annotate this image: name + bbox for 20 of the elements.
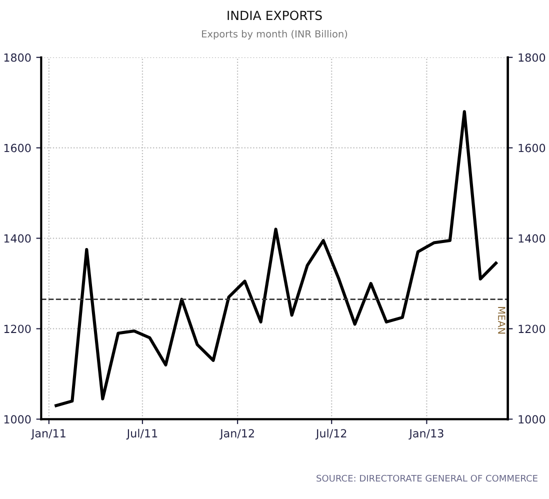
x-tick-label: Jan/12 <box>219 429 254 440</box>
ref-line-label: MEAN <box>498 307 506 334</box>
y2-tick-label: 1400 <box>518 234 546 243</box>
x-tick-label: Jan/11 <box>30 429 66 440</box>
y2-tick-label: 1200 <box>518 324 546 334</box>
y-tick-label: 1600 <box>4 144 31 152</box>
y-tick-label: 1000 <box>4 415 31 424</box>
y2-tick-label: 1800 <box>518 53 546 62</box>
y2-tick-label: 1000 <box>518 415 546 424</box>
x-tick-label: Jul/11 <box>126 428 158 440</box>
chart-title: INDIA EXPORTS <box>228 10 322 20</box>
y2-tick-label: 1600 <box>518 144 546 152</box>
chart-subtitle: Exports by month (INR Billion) <box>202 30 348 40</box>
y-tick-label: 1200 <box>4 324 31 334</box>
source-note: SOURCE: DIRECTORATE GENERAL OF COMMERCE <box>316 474 538 482</box>
line-series <box>54 110 498 408</box>
x-tick-label: Jan/13 <box>408 429 444 440</box>
y-tick-label: 1800 <box>4 53 31 62</box>
x-tick-label: Jul/12 <box>315 428 346 440</box>
y-tick-label: 1400 <box>4 234 31 243</box>
